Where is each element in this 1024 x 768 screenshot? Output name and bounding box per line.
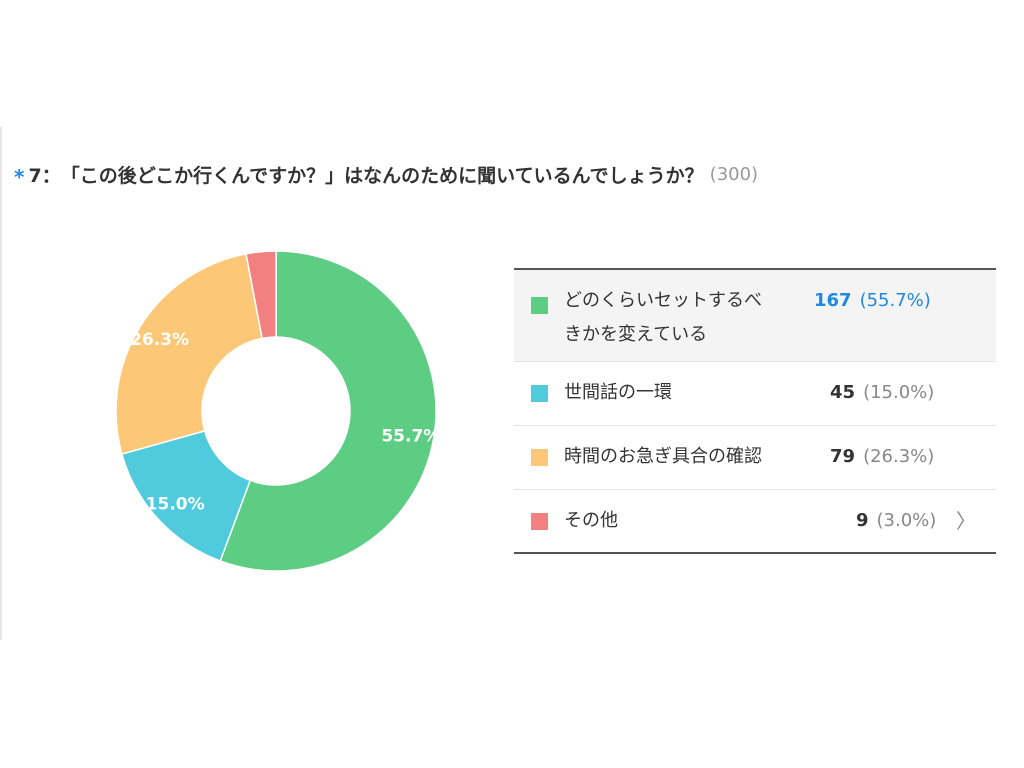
legend-row-option-3[interactable]: 時間のお急ぎ具合の確認 79 (26.3%) <box>514 426 996 490</box>
legend-swatch <box>531 449 548 466</box>
slice-percent-label: 26.3% <box>130 330 189 350</box>
question-text: 「この後どこか行くんですか？」はなんのために聞いているんでしょうか？ <box>60 164 704 187</box>
response-count: (300) <box>709 163 759 185</box>
legend-count: 79 <box>830 446 856 467</box>
legend-row-option-2[interactable]: 世間話の一環 45 (15.0%) <box>514 362 996 426</box>
legend-value: 45 (15.0%) <box>830 376 934 410</box>
legend-row-option-1[interactable]: どのくらいセットするべ きかを変えている 167 (55.7%) <box>514 270 996 362</box>
slice-percent-label: 55.7% <box>381 426 440 446</box>
legend-count: 45 <box>830 382 856 403</box>
legend-swatch <box>531 297 548 314</box>
legend-label: 時間のお急ぎ具合の確認 <box>564 446 762 467</box>
question-header: * 7： 「この後どこか行くんですか？」はなんのために聞いているんでしょうか？ … <box>14 158 758 190</box>
legend-swatch <box>531 385 548 402</box>
legend-label-line-2: きかを変えている <box>564 324 708 345</box>
legend-count: 167 <box>814 290 852 311</box>
legend-value: 167 (55.7%) <box>814 284 931 318</box>
legend-label: その他 <box>564 510 618 531</box>
question-asterisk: * <box>14 165 25 189</box>
slice-percent-label: 15.0% <box>146 495 205 515</box>
legend-count: 9 <box>856 510 869 531</box>
legend-percent: (15.0%) <box>863 382 935 403</box>
donut-chart: 55.7% 15.0% 26.3% <box>115 250 440 572</box>
legend-percent: (3.0%) <box>876 510 937 531</box>
legend-value: 9 (3.0%) <box>856 504 936 538</box>
legend-percent: (55.7%) <box>859 290 931 311</box>
legend-swatch <box>531 513 548 530</box>
question-number: 7： <box>28 164 61 187</box>
legend-label: 世間話の一環 <box>564 382 672 403</box>
legend-row-option-4[interactable]: その他 9 (3.0%) 〉 <box>514 490 996 552</box>
donut-slice <box>245 250 277 340</box>
legend-label: どのくらいセットするべ きかを変えている <box>564 284 762 352</box>
chevron-right-icon[interactable]: 〉 <box>956 509 976 533</box>
legend-label-line-1: どのくらいセットするべ <box>564 290 762 311</box>
legend-value: 79 (26.3%) <box>830 440 934 474</box>
donut-slice <box>120 429 252 562</box>
legend-percent: (26.3%) <box>863 446 935 467</box>
left-divider <box>0 127 2 640</box>
legend-table: どのくらいセットするべ きかを変えている 167 (55.7%) 世間話の一環 4… <box>514 268 996 554</box>
donut-slice <box>219 250 437 572</box>
donut-slice <box>115 252 264 455</box>
